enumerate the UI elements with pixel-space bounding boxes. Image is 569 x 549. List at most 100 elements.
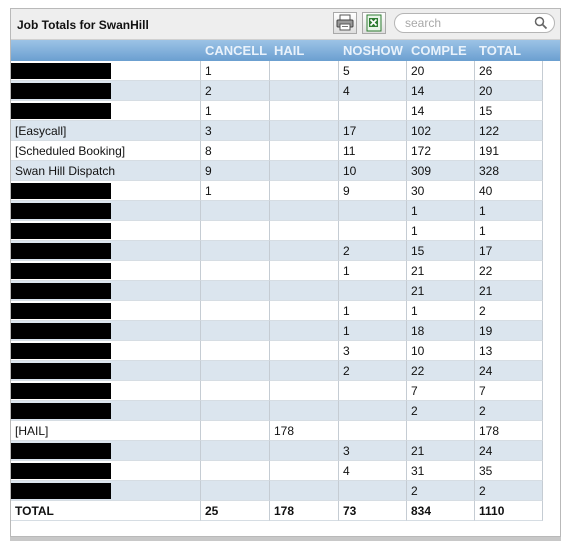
cell-completed: 14	[407, 101, 475, 121]
cell-name	[11, 401, 201, 421]
cell-name	[11, 361, 201, 381]
cell-cancelled: 9	[201, 161, 270, 181]
redacted-name-block	[11, 243, 111, 259]
cell-total: 191	[475, 141, 543, 161]
table-row[interactable]: 3 10 13	[11, 341, 543, 361]
cell-total: 122	[475, 121, 543, 141]
cell-hail	[270, 341, 339, 361]
table-row[interactable]: 1 18 19	[11, 321, 543, 341]
cell-noshow: 4	[339, 461, 407, 481]
redacted-name-block	[11, 383, 111, 399]
panel-titlebar: Job Totals for SwanHill	[11, 9, 560, 40]
cell-completed: 15	[407, 241, 475, 261]
cell-hail	[270, 121, 339, 141]
totals-row[interactable]: TOTAL 25 178 73 834 1110	[11, 501, 543, 521]
column-header-completed[interactable]: COMPLE	[411, 43, 467, 58]
cell-hail	[270, 201, 339, 221]
table-row[interactable]: 3 21 24	[11, 441, 543, 461]
cell-name	[11, 441, 201, 461]
cell-total: 15	[475, 101, 543, 121]
cell-total: 24	[475, 441, 543, 461]
table-row[interactable]: 1 9 30 40	[11, 181, 543, 201]
cell-cancelled	[201, 281, 270, 301]
table-row[interactable]: Swan Hill Dispatch 9 10 309 328	[11, 161, 543, 181]
cell-completed: 1	[407, 201, 475, 221]
redacted-name-block	[11, 203, 111, 219]
cell-cancelled: 8	[201, 141, 270, 161]
cell-total: 328	[475, 161, 543, 181]
table-row[interactable]: 4 31 35	[11, 461, 543, 481]
cell-hail	[270, 461, 339, 481]
table-row[interactable]: 2 22 24	[11, 361, 543, 381]
cell-name: [HAIL]	[11, 421, 201, 441]
table-row[interactable]: [HAIL] 178 178	[11, 421, 543, 441]
cell-total: 20	[475, 81, 543, 101]
cell-total: 21	[475, 281, 543, 301]
cell-name	[11, 241, 201, 261]
cell-cancelled	[201, 261, 270, 281]
table-row[interactable]: 2 4 14 20	[11, 81, 543, 101]
cell-cancelled	[201, 381, 270, 401]
cell-noshow: 73	[339, 501, 407, 521]
cell-total: 35	[475, 461, 543, 481]
print-button[interactable]	[333, 12, 357, 34]
cell-completed: 14	[407, 81, 475, 101]
cell-noshow	[339, 421, 407, 441]
table-row[interactable]: 1 21 22	[11, 261, 543, 281]
cell-cancelled	[201, 301, 270, 321]
cell-noshow: 3	[339, 341, 407, 361]
table-row[interactable]: 2 15 17	[11, 241, 543, 261]
table-row[interactable]: 1 14 15	[11, 101, 543, 121]
cell-hail	[270, 141, 339, 161]
cell-hail	[270, 161, 339, 181]
cell-noshow	[339, 221, 407, 241]
cell-noshow	[339, 101, 407, 121]
cell-total: 40	[475, 181, 543, 201]
column-header-noshow[interactable]: NOSHOW	[343, 43, 403, 58]
cell-hail	[270, 381, 339, 401]
cell-completed: 10	[407, 341, 475, 361]
search-input[interactable]	[405, 15, 525, 31]
cell-name	[11, 321, 201, 341]
table-row[interactable]: [Scheduled Booking] 8 11 172 191	[11, 141, 543, 161]
redacted-name-block	[11, 323, 111, 339]
cell-hail	[270, 281, 339, 301]
cell-cancelled: 1	[201, 61, 270, 81]
table-row[interactable]: 21 21	[11, 281, 543, 301]
cell-hail: 178	[270, 501, 339, 521]
cell-cancelled	[201, 401, 270, 421]
cell-hail	[270, 181, 339, 201]
cell-total: 2	[475, 401, 543, 421]
cell-name: [Easycall]	[11, 121, 201, 141]
cell-completed	[407, 421, 475, 441]
cell-name: Swan Hill Dispatch	[11, 161, 201, 181]
cell-total: 178	[475, 421, 543, 441]
export-excel-button[interactable]	[362, 12, 386, 34]
column-header-total[interactable]: TOTAL	[479, 43, 522, 58]
column-header-hail[interactable]: HAIL	[274, 43, 305, 58]
cell-noshow: 17	[339, 121, 407, 141]
column-header-cancelled[interactable]: CANCELL	[205, 43, 268, 58]
cell-hail: 178	[270, 421, 339, 441]
redacted-name-block	[11, 283, 111, 299]
redacted-name-block	[11, 183, 111, 199]
cell-total: 26	[475, 61, 543, 81]
table-row[interactable]: [Easycall] 3 17 102 122	[11, 121, 543, 141]
scrollbar-track[interactable]	[543, 61, 560, 521]
cell-cancelled	[201, 321, 270, 341]
search-icon[interactable]	[534, 16, 548, 30]
cell-completed: 309	[407, 161, 475, 181]
cell-completed: 172	[407, 141, 475, 161]
cell-noshow: 1	[339, 301, 407, 321]
table-row[interactable]: 1 5 20 26	[11, 61, 543, 81]
cell-noshow	[339, 401, 407, 421]
cell-completed: 2	[407, 481, 475, 501]
cell-noshow: 2	[339, 361, 407, 381]
cell-hail	[270, 481, 339, 501]
